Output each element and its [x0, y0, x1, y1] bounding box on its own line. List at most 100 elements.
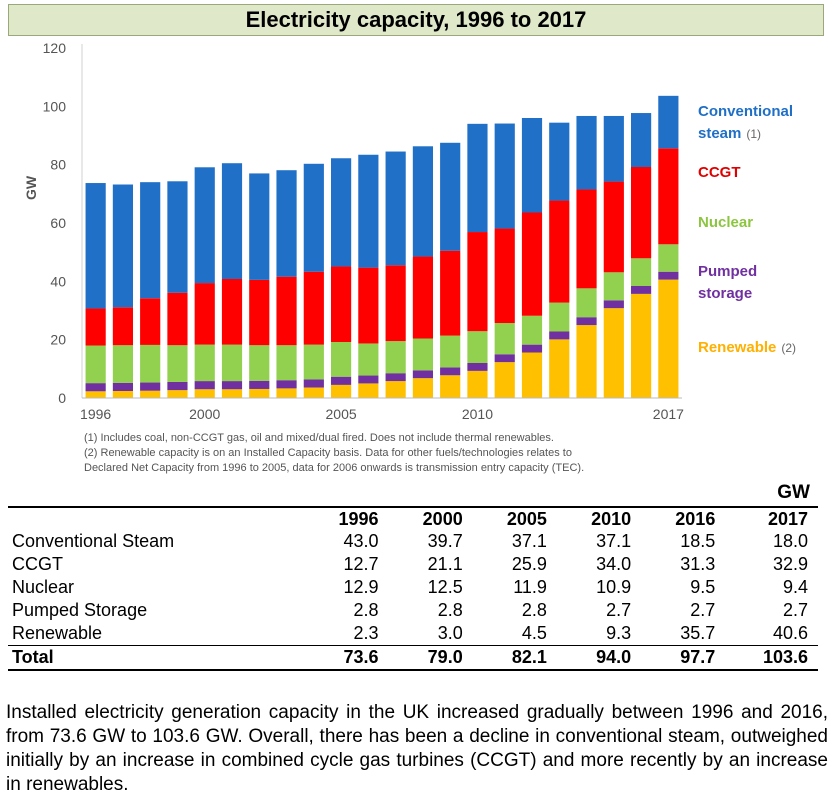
table-cell: 4.5 — [521, 623, 547, 643]
y-tick-label: 100 — [43, 98, 67, 114]
bar-segment-nuclear — [412, 338, 433, 371]
bar-segment-conventional-steam — [167, 181, 188, 293]
table-cell: 12.5 — [427, 577, 463, 597]
bar-segment-conventional-steam — [276, 170, 297, 277]
table-cell: 3.0 — [437, 623, 463, 643]
table-cell: 21.1 — [427, 554, 463, 574]
table-cell: 2.7 — [606, 600, 632, 620]
legend-note: (2) — [781, 341, 796, 355]
legend-note: (1) — [746, 127, 761, 141]
table-cell: 34.0 — [596, 554, 632, 574]
bar-segment-nuclear — [576, 288, 597, 318]
bar-segment-renewable — [331, 384, 352, 399]
table-header-year: 2016 — [675, 508, 716, 529]
summary-text-box[interactable]: Installed electricity generation capacit… — [6, 701, 828, 797]
table-header-year: 2017 — [767, 508, 808, 529]
footnote-2-cont: Declared Net Capacity from 1996 to 2005,… — [84, 462, 585, 474]
table-cell: 2.7 — [690, 600, 716, 620]
y-axis-title: GW — [23, 175, 39, 200]
table-cell: 39.7 — [427, 531, 463, 551]
legend-label: Nuclear — [698, 214, 753, 231]
table-header-year: 1996 — [338, 508, 379, 529]
bar-segment-pumped-storage — [112, 382, 133, 391]
bar-segment-conventional-steam — [658, 95, 679, 149]
y-tick-label: 60 — [50, 215, 66, 231]
bar-segment-conventional-steam — [467, 123, 488, 233]
chart-bars — [85, 95, 679, 399]
bar-segment-pumped-storage — [576, 317, 597, 326]
bar-segment-renewable — [221, 389, 243, 398]
bar-segment-pumped-storage — [276, 380, 297, 389]
chart-axes: 0 20 40 60 80 100 120 GW 1996 2000 2005 2010 2017 — [23, 40, 684, 422]
x-tick-label: 2000 — [189, 406, 220, 422]
total-cell: 94.0 — [596, 647, 632, 667]
bar-segment-ccgt — [603, 181, 624, 273]
table-cell: 18.0 — [772, 531, 808, 551]
y-tick-label: 20 — [50, 332, 66, 348]
table-header-blank — [8, 507, 304, 530]
table-header-row: 1996 2000 2005 2010 2016 2017 — [8, 507, 818, 530]
bar-segment-conventional-steam — [303, 163, 324, 272]
bar-segment-ccgt — [385, 265, 406, 342]
bar-segment-nuclear — [603, 272, 624, 301]
table-cell: 2.8 — [521, 600, 547, 620]
bar-segment-renewable — [85, 391, 106, 398]
legend-label: Conventional — [698, 103, 793, 120]
bar-segment-conventional-steam — [440, 142, 461, 251]
row-label: Nuclear — [12, 577, 75, 597]
bar-segment-renewable — [194, 389, 215, 398]
summary-paragraph: Installed electricity generation capacit… — [6, 702, 828, 795]
chart-legend: Conventional steam (1) CCGT Nuclear Pumped sto… — [698, 103, 796, 356]
legend-label-line2: steam (1) — [698, 125, 761, 142]
bar-segment-conventional-steam — [521, 118, 543, 213]
bar-segment-ccgt — [658, 148, 679, 245]
table-cell: 9.5 — [690, 577, 716, 597]
bar-segment-pumped-storage — [440, 367, 461, 376]
x-tick-label: 1996 — [80, 406, 111, 422]
bar-segment-ccgt — [549, 200, 570, 303]
y-tick-label: 0 — [58, 390, 66, 406]
bar-segment-pumped-storage — [140, 382, 161, 391]
bar-segment-nuclear — [112, 345, 133, 383]
bar-segment-pumped-storage — [658, 271, 679, 280]
bar-segment-conventional-steam — [221, 163, 243, 279]
bar-segment-nuclear — [358, 343, 379, 376]
bar-segment-ccgt — [331, 266, 352, 342]
bar-segment-renewable — [140, 390, 161, 398]
table-cell: 12.9 — [343, 577, 379, 597]
bar-segment-pumped-storage — [603, 300, 624, 309]
table-row: Conventional Steam 43.0 39.7 37.1 37.1 1… — [8, 530, 818, 553]
bar-segment-renewable — [467, 370, 488, 399]
table-cell: 37.1 — [596, 531, 632, 551]
total-cell: 73.6 — [343, 647, 379, 667]
bar-segment-nuclear — [631, 258, 652, 286]
chart-footnotes: (1) Includes coal, non-CCGT gas, oil and… — [84, 431, 684, 476]
x-tick-label: 2005 — [326, 406, 357, 422]
bar-segment-pumped-storage — [331, 376, 352, 385]
bar-segment-renewable — [603, 308, 624, 398]
bar-segment-pumped-storage — [249, 380, 270, 389]
bar-segment-pumped-storage — [385, 373, 406, 382]
bar-segment-pumped-storage — [549, 331, 570, 340]
total-cell: 97.7 — [680, 647, 716, 667]
bar-segment-ccgt — [631, 167, 652, 259]
bar-segment-nuclear — [385, 341, 406, 374]
table-cell: 25.9 — [511, 554, 547, 574]
bar-segment-ccgt — [467, 232, 488, 332]
bar-segment-nuclear — [303, 344, 324, 380]
bar-segment-ccgt — [412, 256, 433, 339]
bar-segment-conventional-steam — [385, 151, 406, 266]
bar-segment-nuclear — [331, 342, 352, 377]
stacked-bar-chart: 0 20 40 60 80 100 120 GW 1996 2000 2005 2010 2017 Co… — [23, 40, 796, 422]
total-cell: 82.1 — [511, 647, 547, 667]
bar-segment-ccgt — [440, 250, 461, 336]
bar-segment-pumped-storage — [631, 286, 652, 294]
bar-segment-renewable — [303, 387, 324, 398]
bar-segment-ccgt — [521, 212, 543, 316]
bar-segment-renewable — [576, 325, 597, 398]
bar-segment-nuclear — [494, 323, 515, 355]
bar-segment-conventional-steam — [494, 123, 515, 229]
bar-segment-nuclear — [658, 244, 679, 272]
table-header-year: 2010 — [591, 508, 632, 529]
bar-segment-renewable — [440, 375, 461, 398]
